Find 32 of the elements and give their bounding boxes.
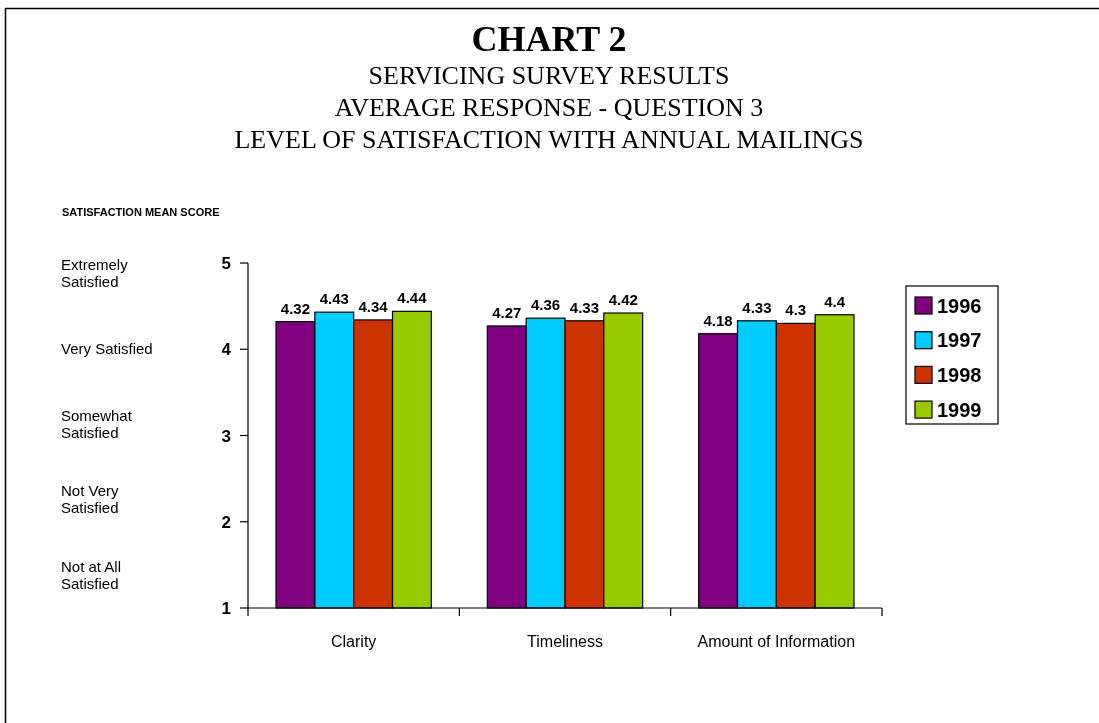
y-tick-label: 2 [221,512,231,532]
text: Somewhat Satisfied [61,406,133,441]
legend-label: 1998 [937,364,982,387]
x-tick-label: Amount of Information [697,633,856,650]
chart-title: CHART 2 [471,19,627,59]
y-tick-label: 1 [221,599,231,619]
data-label: 4.44 [397,289,428,307]
y-tick-label: 3 [221,426,231,446]
data-label: 4.34 [358,297,389,315]
text: Not at All Satisfied [61,557,122,592]
data-label: 4.36 [530,296,561,314]
y-tick-label: 5 [221,254,231,274]
data-label: 4.4 [824,292,846,310]
legend-label: 1999 [937,398,982,421]
data-label: 4.27 [492,303,522,321]
text: Very Satisfied [61,339,153,357]
legend-label: 1996 [937,294,982,317]
data-label: 4.42 [608,291,638,309]
data-label: 4.18 [703,311,733,329]
data-label: 4.33 [569,298,600,316]
x-tick-label: Clarity [330,633,377,650]
data-label: 4.33 [742,298,772,316]
y-tick-label: 4 [221,340,232,360]
data-label: 4.43 [319,290,349,308]
text: Extremely Satisfied [61,255,129,290]
text: Not Very Satisfied [61,482,120,516]
y-axis-title: SATISFACTION MEAN SCORE [62,206,220,218]
data-label: 4.3 [785,301,807,319]
data-label: 4.32 [280,299,311,317]
x-tick-label: Timeliness [527,633,603,650]
chart-subtitle: SERVICING SURVEY RESULTS AVERAGE RESPONSE - QUESTION 3 LEVEL OF SATISFACTION WITH ANNUAL MAILINGS [234,61,864,154]
legend-label: 1997 [937,329,982,352]
